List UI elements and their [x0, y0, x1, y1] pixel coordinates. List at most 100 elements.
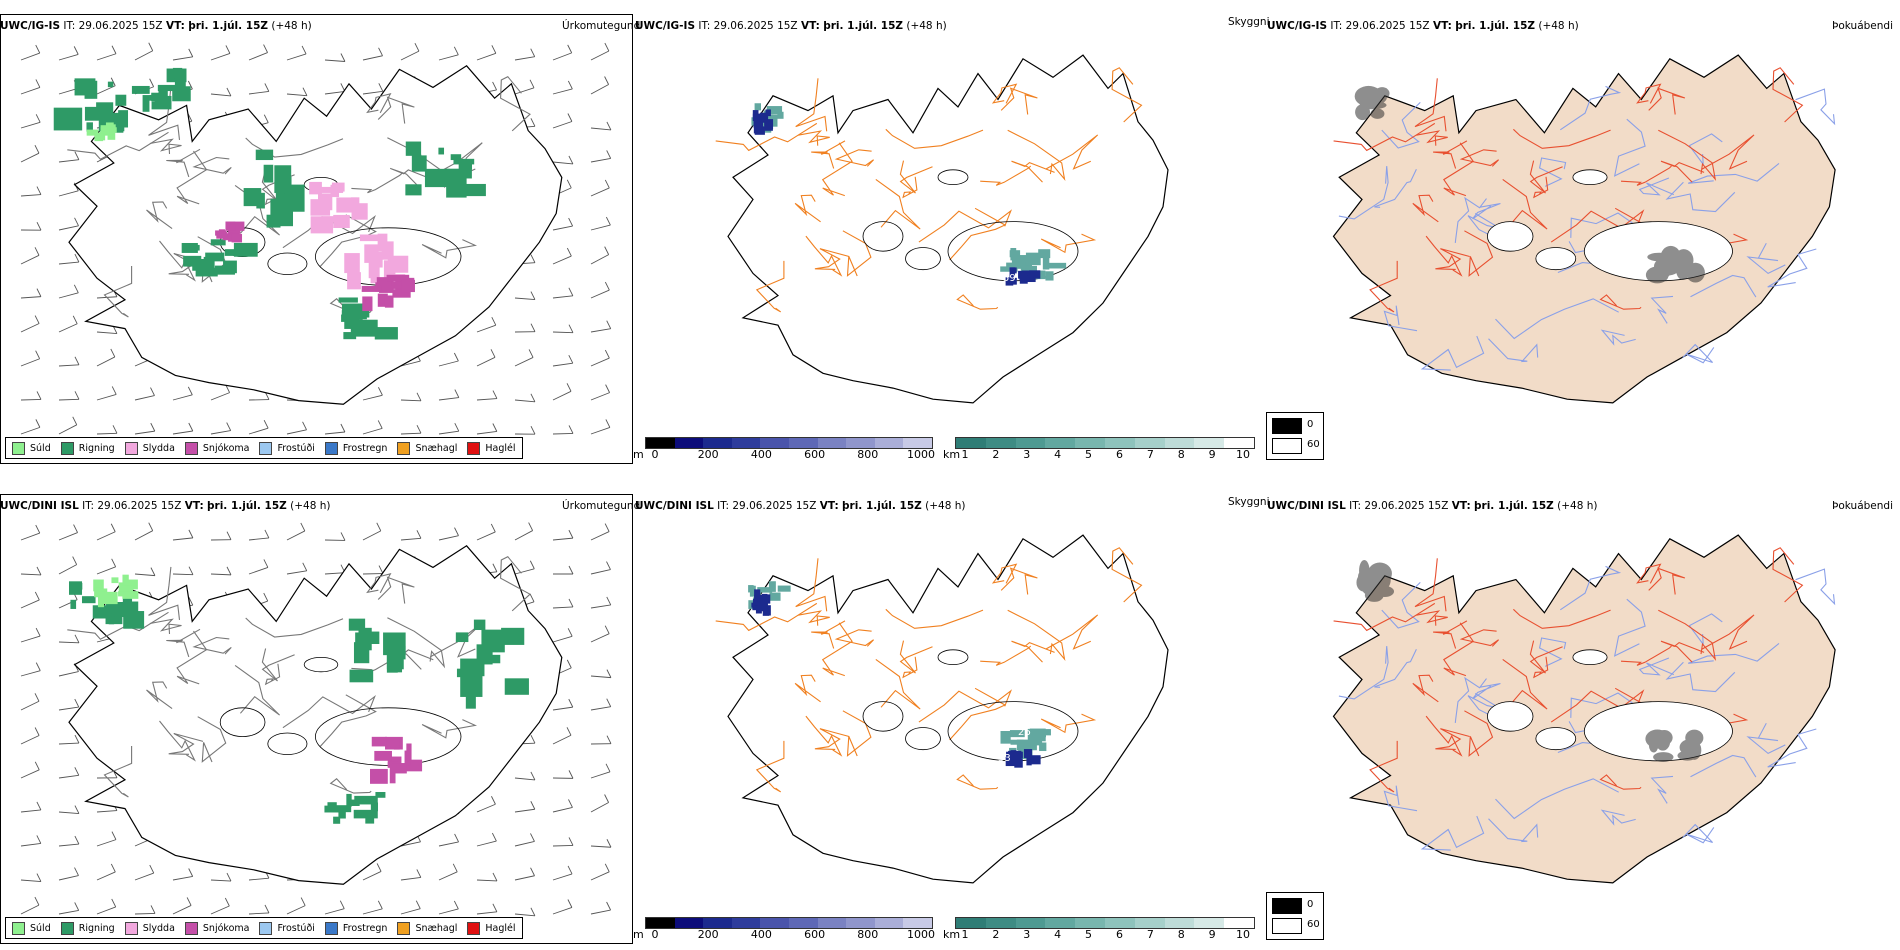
legend-item: Frostregn	[324, 921, 387, 935]
colorbar-tick: 5	[1085, 448, 1093, 461]
wind-barb	[362, 427, 383, 435]
wind-barb-feather	[492, 563, 498, 572]
glacier-outline	[219, 707, 266, 738]
road-line	[192, 636, 232, 655]
wind-barb-feather	[454, 527, 459, 536]
precip-cell	[131, 85, 150, 94]
glacier-outline	[862, 221, 904, 252]
precip-cell	[255, 149, 274, 161]
wind-barb-feather	[34, 145, 40, 154]
colorbar-tick: 200	[697, 448, 719, 461]
precip-cell	[350, 197, 360, 206]
wind-barb-feather	[490, 523, 496, 533]
road-line	[715, 602, 818, 632]
wind-barb-feather	[35, 524, 41, 534]
wind-barb	[590, 84, 609, 95]
road-line	[1620, 165, 1672, 186]
wind-barb-feather	[606, 121, 612, 131]
road-line	[1425, 235, 1463, 277]
wind-barb	[20, 735, 40, 745]
wind-barb	[400, 50, 420, 61]
colorbar-segment	[1104, 918, 1135, 928]
wind-barb	[20, 426, 41, 435]
wind-barb-feather	[604, 523, 610, 532]
fog-scale-white	[1272, 918, 1302, 934]
legend-swatch	[397, 921, 411, 935]
wind-barb-feather	[568, 698, 574, 708]
road-line	[329, 778, 372, 794]
wind-barb	[362, 55, 383, 61]
road-line	[1374, 649, 1417, 688]
road-line	[148, 566, 181, 620]
wind-barb-feather	[492, 423, 498, 432]
wind-barb-feather	[491, 796, 496, 805]
colorbar-segment	[674, 918, 704, 928]
wind-barb-feather	[35, 44, 41, 54]
colorbar-segment	[646, 918, 675, 928]
wind-barb	[476, 398, 497, 401]
fog-cell	[1355, 104, 1371, 121]
colorbar-segment	[1045, 918, 1076, 928]
wind-barb	[476, 531, 496, 541]
precip-cell	[364, 244, 379, 263]
wind-barb	[552, 390, 572, 401]
road-line	[885, 128, 984, 149]
precip-cell	[446, 177, 467, 198]
wind-barb	[286, 530, 306, 541]
precip-cell	[370, 802, 379, 812]
wind-barb	[324, 572, 345, 575]
precip-cell	[157, 84, 177, 92]
colorbar-tick: 1000	[907, 928, 935, 941]
wind-barb-feather	[605, 763, 611, 773]
wind-barb	[58, 564, 77, 575]
precip-cell	[355, 319, 378, 337]
wind-barb-feather	[415, 900, 421, 909]
wind-barb-feather	[416, 392, 422, 402]
snow-area	[215, 221, 245, 243]
wind-barb	[362, 871, 382, 881]
legend-swatch	[184, 441, 198, 455]
wind-barb	[96, 531, 116, 541]
road-line	[1383, 785, 1418, 812]
wind-barb	[552, 88, 573, 95]
wind-barb-feather	[604, 76, 610, 85]
wind-barb	[20, 296, 41, 299]
road-line	[1795, 88, 1836, 126]
precip-cell	[1045, 271, 1054, 281]
precip-cell	[321, 186, 344, 193]
wind-barb	[58, 424, 77, 435]
wind-barb-feather	[263, 559, 269, 568]
road-network	[67, 556, 531, 798]
road-line	[795, 78, 828, 132]
wind-barb	[590, 675, 611, 679]
wind-barb-feather	[112, 425, 118, 434]
road-line	[1701, 134, 1755, 170]
road-line	[1638, 177, 1675, 196]
wind-barb	[20, 194, 41, 197]
wind-barb-feather	[568, 565, 574, 575]
low-ceiling-area	[1005, 749, 1041, 768]
wind-barb	[58, 671, 79, 677]
glacier-outline	[303, 657, 339, 673]
wind-barb	[514, 841, 535, 847]
wind-barb	[552, 362, 573, 367]
wind-barb-feather	[604, 794, 609, 803]
wind-barb	[476, 431, 497, 435]
precip-cell	[107, 132, 116, 140]
precip-cell	[333, 816, 341, 824]
road-line	[1665, 181, 1736, 213]
colorbar-tick: 800	[857, 448, 879, 461]
precip-cell	[486, 654, 501, 664]
precip-cell	[154, 95, 172, 107]
wind-barb-feather	[74, 698, 80, 708]
wind-barb	[210, 53, 231, 61]
wind-barb-feather	[74, 767, 80, 776]
precip-cell	[752, 603, 763, 611]
panel-header: UWC/DINI ISL IT: 29.06.2025 15Z VT: þri.…	[1267, 500, 1598, 512]
precip-cell	[754, 126, 765, 135]
precip-type-panel-bottom: Súld Rigning Slydda Snjókoma Frostúði Frostre…	[0, 494, 633, 944]
precip-cell	[390, 656, 403, 673]
fog-scale-box: 0 60	[1266, 412, 1324, 460]
colorbar-tick: 4	[1054, 448, 1062, 461]
panel-header: UWC/IG-IS IT: 29.06.2025 15Z VT: þri. 1.…	[0, 20, 312, 32]
